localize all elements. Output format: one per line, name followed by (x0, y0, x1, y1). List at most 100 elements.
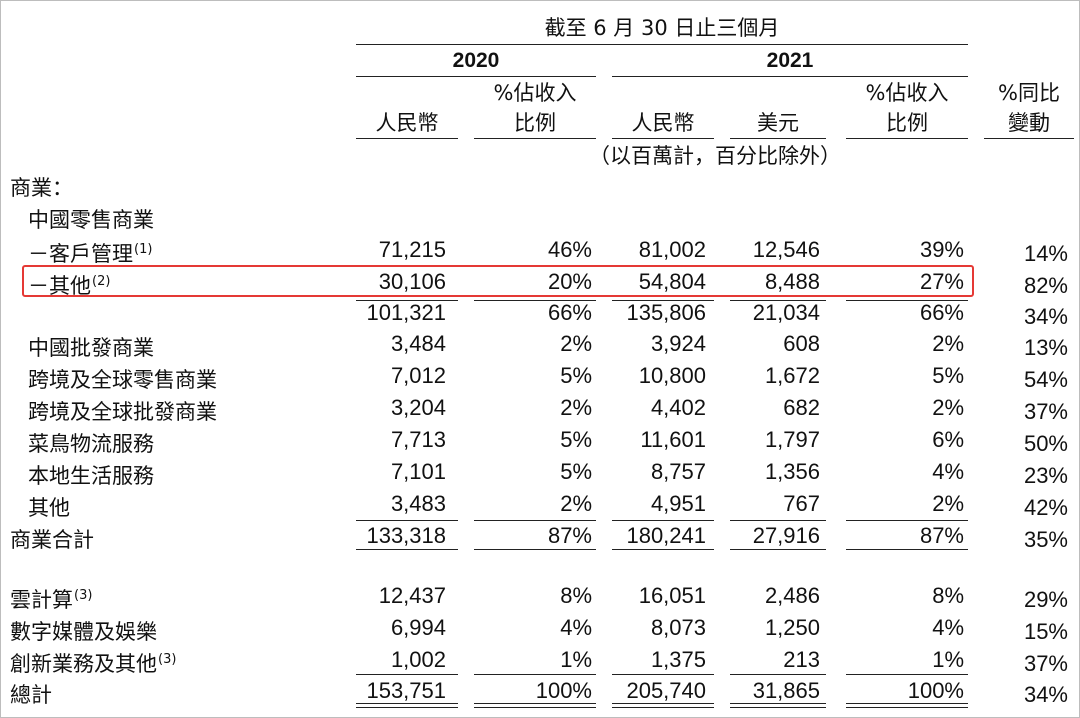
highlight-box-other-row (22, 265, 974, 297)
cell-pct-2020: 5% (560, 363, 592, 388)
col-rmb-2021: 人民幣 (631, 111, 695, 135)
commerce-total-rule-bottom (612, 549, 714, 550)
row-label-text: 菜鳥物流服務 (28, 432, 154, 456)
cell-rmb-2021: 4,402 (650, 395, 706, 420)
cell-pct-2020: 2% (560, 331, 592, 356)
grand-total-rule (612, 674, 714, 675)
col-yoy-l2: 變動 (1008, 111, 1050, 135)
cell-rmb-2020: 3,204 (390, 395, 446, 420)
cell-pct-2020: 1% (560, 647, 592, 672)
cell-pct-2021: 6% (932, 427, 964, 452)
year-2020-underline (356, 76, 596, 77)
cell-pct-2021: 66% (919, 300, 964, 325)
cell-rmb-2021: 205,740 (626, 678, 706, 703)
commerce-total-rule-bottom (474, 549, 596, 550)
row-label-text: 跨境及全球零售商業 (28, 368, 217, 392)
cell-yoy: 23% (1023, 463, 1068, 488)
row-label: 本地生活服務 (28, 459, 155, 489)
col-pct-2021-l1: %佔收入 (865, 81, 949, 105)
col-underline (356, 138, 458, 139)
col-underline (612, 138, 714, 139)
cell-usd-2021: 1,797 (764, 427, 820, 452)
cell-pct-2020: 20% (547, 269, 592, 294)
commerce-total-rule (612, 520, 714, 521)
grand-total-rule (356, 674, 458, 675)
grand-total-double-rule (612, 703, 714, 708)
cell-rmb-2021: 3,924 (650, 331, 706, 356)
col-underline (846, 138, 968, 139)
cell-usd-2021: 608 (783, 331, 820, 356)
cell-usd-2021: 12,546 (752, 237, 820, 262)
grand-total-double-rule (730, 703, 826, 708)
cell-rmb-2020: 133,318 (366, 523, 446, 548)
col-usd-2021: 美元 (757, 111, 799, 135)
cell-pct-2020: 2% (560, 491, 592, 516)
cell-usd-2021: 1,250 (764, 615, 820, 640)
cell-rmb-2021: 54,804 (638, 269, 706, 294)
cell-yoy: 37% (1023, 651, 1068, 676)
cell-pct-2020: 46% (547, 237, 592, 262)
cell-rmb-2020: 30,106 (378, 269, 446, 294)
cell-yoy: 42% (1023, 495, 1068, 520)
col-yoy-l1: %同比 (998, 81, 1060, 105)
cell-rmb-2021: 8,073 (650, 615, 706, 640)
cell-pct-2020: 66% (547, 300, 592, 325)
cell-rmb-2020: 7,012 (390, 363, 446, 388)
cell-rmb-2021: 180,241 (626, 523, 706, 548)
year-2020-header: 2020 (452, 49, 500, 72)
cell-usd-2021: 31,865 (752, 678, 820, 703)
cell-usd-2021: 27,916 (752, 523, 820, 548)
cell-yoy: 29% (1023, 587, 1068, 612)
grand-total-rule (730, 674, 826, 675)
subtotal-rule (356, 300, 458, 301)
cell-usd-2021: 8,488 (764, 269, 820, 294)
year-2021-underline (612, 76, 968, 77)
row-label-text: 總計 (10, 683, 52, 707)
footnote-marker: (3) (158, 652, 177, 667)
grand-total-rule (474, 674, 596, 675)
cell-yoy: 34% (1023, 304, 1068, 329)
cell-usd-2021: 1,356 (764, 459, 820, 484)
grand-total-double-rule (846, 703, 968, 708)
cell-rmb-2020: 71,215 (378, 237, 446, 262)
section-commerce: 商業： (10, 176, 73, 200)
cell-yoy: 15% (1023, 619, 1068, 644)
cell-usd-2021: 767 (783, 491, 820, 516)
cell-rmb-2021: 4,951 (650, 491, 706, 516)
footnote-marker: (3) (74, 588, 93, 603)
col-underline (984, 138, 1074, 139)
cell-rmb-2020: 3,483 (390, 491, 446, 516)
cell-pct-2020: 5% (560, 427, 592, 452)
cell-yoy: 37% (1023, 399, 1068, 424)
commerce-total-rule-bottom (846, 549, 968, 550)
row-label: －其他(2) (28, 269, 110, 299)
cell-yoy: 34% (1023, 682, 1068, 707)
commerce-total-rule-bottom (730, 549, 826, 550)
cell-rmb-2021: 16,051 (638, 583, 706, 608)
subtotal-rule (730, 300, 826, 301)
cell-pct-2021: 1% (932, 647, 964, 672)
row-label-text: 中國批發商業 (28, 336, 154, 360)
cell-pct-2020: 8% (560, 583, 592, 608)
cell-pct-2021: 100% (907, 678, 964, 703)
row-label: 跨境及全球批發商業 (28, 395, 218, 425)
cell-yoy: 50% (1023, 431, 1068, 456)
cell-rmb-2020: 6,994 (390, 615, 446, 640)
row-label-text: 跨境及全球批發商業 (28, 400, 217, 424)
cell-rmb-2020: 153,751 (366, 678, 446, 703)
grand-total-double-rule (356, 703, 458, 708)
commerce-total-rule (356, 520, 458, 521)
col-underline (474, 138, 596, 139)
cell-pct-2021: 87% (919, 523, 964, 548)
cell-rmb-2020: 12,437 (378, 583, 446, 608)
commerce-total-rule-bottom (356, 549, 458, 550)
cell-rmb-2020: 1,002 (390, 647, 446, 672)
row-label-text: －其他 (28, 274, 91, 298)
row-label-text: 商業合計 (10, 528, 94, 552)
cell-usd-2021: 682 (783, 395, 820, 420)
cell-usd-2021: 2,486 (764, 583, 820, 608)
footnote-marker: (2) (92, 274, 111, 289)
cell-rmb-2021: 1,375 (650, 647, 706, 672)
footnote-marker: (1) (134, 242, 153, 257)
